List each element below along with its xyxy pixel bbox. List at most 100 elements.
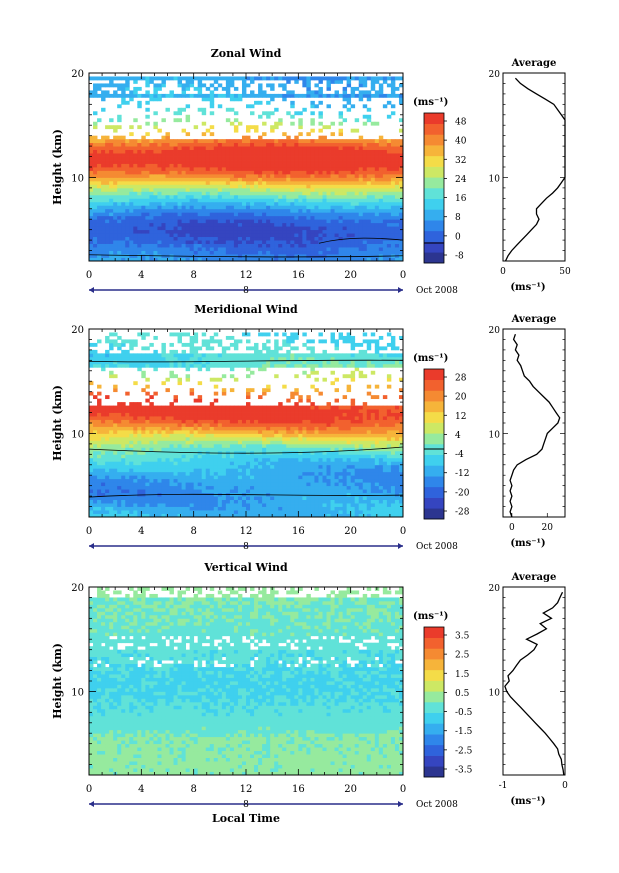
- heatmap-cell: [197, 93, 203, 98]
- heatmap-cell: [237, 156, 243, 161]
- heatmap-cell: [117, 160, 122, 164]
- heatmap-cell: [93, 496, 98, 500]
- heatmap-cell: [310, 184, 315, 189]
- heatmap-cell: [346, 156, 352, 161]
- heatmap-cell: [286, 489, 291, 494]
- heatmap-cell: [374, 139, 380, 144]
- heatmap-cell: [346, 229, 352, 234]
- heatmap-cell: [370, 478, 376, 483]
- heatmap-cell: [310, 478, 315, 483]
- heatmap-cell: [346, 191, 352, 196]
- heatmap-cell: [266, 114, 271, 119]
- heatmap-cell: [177, 489, 182, 494]
- heatmap-cell: [185, 76, 191, 81]
- heatmap-cell: [141, 443, 146, 448]
- heatmap-cell: [294, 180, 299, 185]
- heatmap-cell: [97, 482, 102, 487]
- heatmap-cell: [225, 233, 231, 238]
- heatmap-cell: [241, 177, 247, 182]
- heatmap-cell: [101, 156, 106, 161]
- heatmap-cell: [318, 149, 323, 154]
- heatmap-cell: [322, 219, 327, 224]
- heatmap-cell: [386, 257, 392, 262]
- heatmap-cell: [310, 450, 315, 455]
- heatmap-cell: [382, 104, 388, 109]
- heatmap-cell: [109, 184, 114, 189]
- heatmap-cell: [322, 198, 327, 203]
- heatmap-cell: [350, 167, 356, 171]
- heatmap-cell: [286, 513, 291, 518]
- heatmap-cell: [370, 219, 376, 224]
- heatmap-cell: [105, 489, 110, 494]
- heatmap-cell: [274, 478, 279, 483]
- heatmap-cell: [278, 118, 283, 123]
- heatmap-cell: [282, 492, 287, 497]
- heatmap-cell: [173, 163, 178, 168]
- heatmap-cell: [109, 471, 114, 476]
- heatmap-cell: [262, 485, 267, 490]
- heatmap-cell: [153, 146, 158, 150]
- heatmap-cell: [177, 229, 182, 234]
- heatmap-cell: [101, 139, 106, 144]
- heatmap-cell: [266, 478, 271, 483]
- heatmap-cell: [213, 173, 219, 178]
- heatmap-cell: [370, 79, 376, 84]
- heatmap-cell: [350, 513, 356, 518]
- y-axis-label: Height (km): [51, 129, 64, 205]
- heatmap-cell: [398, 510, 404, 514]
- heatmap-cell: [157, 163, 162, 168]
- heatmap-cell: [97, 160, 102, 164]
- heatmap-cell: [310, 111, 315, 116]
- heatmap-cell: [254, 173, 259, 178]
- heatmap-cell: [370, 194, 376, 199]
- heatmap-cell: [229, 229, 235, 234]
- heatmap-cell: [310, 194, 315, 199]
- heatmap-cell: [318, 503, 323, 507]
- heatmap-cell: [217, 250, 223, 255]
- heatmap-cell: [141, 464, 146, 469]
- heatmap-cell: [117, 503, 122, 507]
- heatmap-cell: [390, 83, 396, 88]
- heatmap-cell: [286, 492, 291, 497]
- heatmap-cell: [370, 184, 376, 189]
- heatmap-cell: [141, 457, 146, 462]
- heatmap-cell: [225, 482, 231, 487]
- heatmap-cell: [346, 76, 352, 81]
- heatmap-cell: [105, 233, 110, 238]
- heatmap-cell: [266, 229, 271, 234]
- heatmap-cell: [177, 187, 182, 192]
- heatmap-cell: [205, 247, 211, 251]
- heatmap-cell: [282, 97, 287, 102]
- heatmap-cell: [221, 454, 227, 459]
- heatmap-cell: [205, 177, 211, 182]
- heatmap-cell: [213, 243, 219, 248]
- heatmap-cell: [161, 139, 166, 144]
- heatmap-cell: [262, 503, 267, 507]
- heatmap-cell: [205, 478, 211, 483]
- heatmap-cell: [177, 464, 182, 469]
- heatmap-cell: [197, 208, 203, 213]
- heatmap-cell: [173, 201, 178, 206]
- heatmap-cell: [189, 219, 195, 224]
- heatmap-cell: [330, 478, 335, 483]
- heatmap-cell: [97, 156, 102, 161]
- heatmap-cell: [326, 125, 331, 130]
- heatmap-cell: [262, 146, 267, 150]
- heatmap-cell: [362, 180, 368, 185]
- heatmap-cell: [233, 219, 239, 224]
- heatmap-cell: [306, 173, 311, 178]
- heatmap-cell: [117, 443, 122, 448]
- heatmap-cell: [282, 173, 287, 178]
- heatmap-cell: [326, 499, 331, 504]
- heatmap-cell: [294, 482, 299, 487]
- heatmap-cell: [354, 250, 360, 255]
- heatmap-cell: [370, 492, 376, 497]
- heatmap-cell: [193, 212, 199, 217]
- heatmap-cell: [213, 226, 219, 231]
- heatmap-cell: [318, 180, 323, 185]
- heatmap-cell: [141, 76, 146, 81]
- profile-frame: [502, 72, 566, 262]
- heatmap-cell: [121, 247, 126, 251]
- heatmap-cell: [262, 187, 267, 192]
- heatmap-cell: [354, 485, 360, 490]
